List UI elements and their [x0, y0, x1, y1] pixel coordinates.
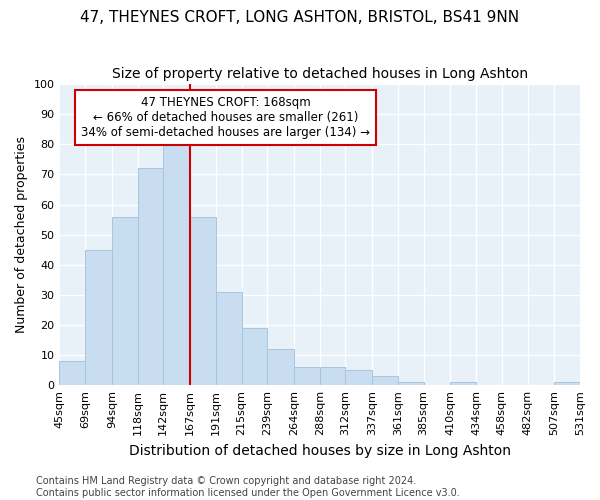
Bar	[372, 376, 398, 385]
Text: Contains HM Land Registry data © Crown copyright and database right 2024.
Contai: Contains HM Land Registry data © Crown c…	[36, 476, 460, 498]
Title: Size of property relative to detached houses in Long Ashton: Size of property relative to detached ho…	[112, 68, 528, 82]
X-axis label: Distribution of detached houses by size in Long Ashton: Distribution of detached houses by size …	[129, 444, 511, 458]
Bar	[451, 382, 476, 385]
Bar	[85, 250, 112, 385]
Bar	[320, 367, 346, 385]
Bar	[398, 382, 424, 385]
Bar	[554, 382, 580, 385]
Bar	[346, 370, 372, 385]
Text: 47, THEYNES CROFT, LONG ASHTON, BRISTOL, BS41 9NN: 47, THEYNES CROFT, LONG ASHTON, BRISTOL,…	[80, 10, 520, 25]
Bar	[294, 367, 320, 385]
Text: 47 THEYNES CROFT: 168sqm
← 66% of detached houses are smaller (261)
34% of semi-: 47 THEYNES CROFT: 168sqm ← 66% of detach…	[81, 96, 370, 139]
Bar	[59, 361, 85, 385]
Bar	[190, 216, 216, 385]
Bar	[216, 292, 242, 385]
Bar	[242, 328, 267, 385]
Y-axis label: Number of detached properties: Number of detached properties	[15, 136, 28, 333]
Bar	[163, 144, 190, 385]
Bar	[267, 349, 294, 385]
Bar	[112, 216, 137, 385]
Bar	[137, 168, 163, 385]
